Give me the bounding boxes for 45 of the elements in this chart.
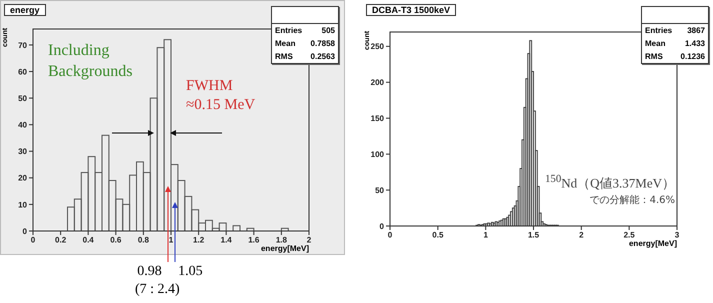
y-tick-label: 150 [370, 114, 385, 124]
x-tick-label: 1.8 [276, 236, 288, 245]
x-tick-label: 2 [579, 230, 584, 240]
chart-title: energy [4, 4, 46, 16]
x-tick-label: 0.8 [138, 236, 150, 245]
x-tick-label: 0 [30, 236, 36, 245]
annotation: ≈0.15 MeV [186, 96, 256, 115]
x-axis-title: energy[MeV] [628, 239, 677, 248]
y-tick-label: 200 [370, 78, 385, 88]
y-tick-label: 20 [18, 174, 28, 183]
annotation: $^{150}$Nd（Q値3.37MeV） [545, 172, 675, 192]
x-tick-label: 0.6 [110, 236, 122, 245]
x-tick-label: 0 [388, 230, 393, 240]
x-tick-label: 1.4 [220, 236, 232, 245]
annotation: Including Backgrounds [48, 41, 134, 82]
x-tick-label: 1 [168, 236, 174, 245]
chart-title: DCBA-T3 1500keV [366, 4, 456, 16]
stats-box: Entries 3867 Mean 1.433 RMS 0.1236 [641, 6, 709, 64]
annotation: での分解能：4.6% [588, 194, 675, 208]
y-tick-label: 250 [370, 42, 385, 52]
y-tick-label: 60 [18, 67, 28, 76]
x-tick-label: 1.5 [528, 230, 540, 240]
x-tick-label: 2.5 [624, 230, 636, 240]
x-tick-label: 1.6 [248, 236, 260, 245]
x-tick-label: 1.2 [193, 236, 205, 245]
annotation: 1.05 [178, 264, 203, 280]
y-tick-label: 30 [18, 147, 28, 156]
annotation: FWHM [186, 77, 234, 96]
y-tick-label: 100 [370, 150, 385, 159]
x-tick-label: 0.2 [55, 236, 67, 245]
y-tick-label: 50 [18, 94, 28, 103]
y-tick-label: 40 [18, 120, 28, 130]
x-axis-title: energy[MeV] [260, 244, 309, 253]
x-tick-label: 0.4 [82, 236, 94, 245]
x-tick-label: 3 [674, 230, 680, 240]
y-tick-label: 70 [18, 40, 28, 50]
annotation: 0.98 [137, 264, 162, 280]
y-tick-label: 10 [18, 200, 28, 210]
stats-box: Entries 505 Mean 0.7858 RMS 0.2563 [271, 6, 339, 64]
x-tick-label: 1 [483, 230, 488, 240]
text: (7 : 2.4) [135, 282, 180, 298]
y-tick-label: 50 [375, 186, 385, 195]
y-tick-label: 0 [380, 222, 385, 231]
x-tick-label: 2 [306, 236, 312, 245]
x-tick-label: 0.5 [432, 230, 444, 240]
